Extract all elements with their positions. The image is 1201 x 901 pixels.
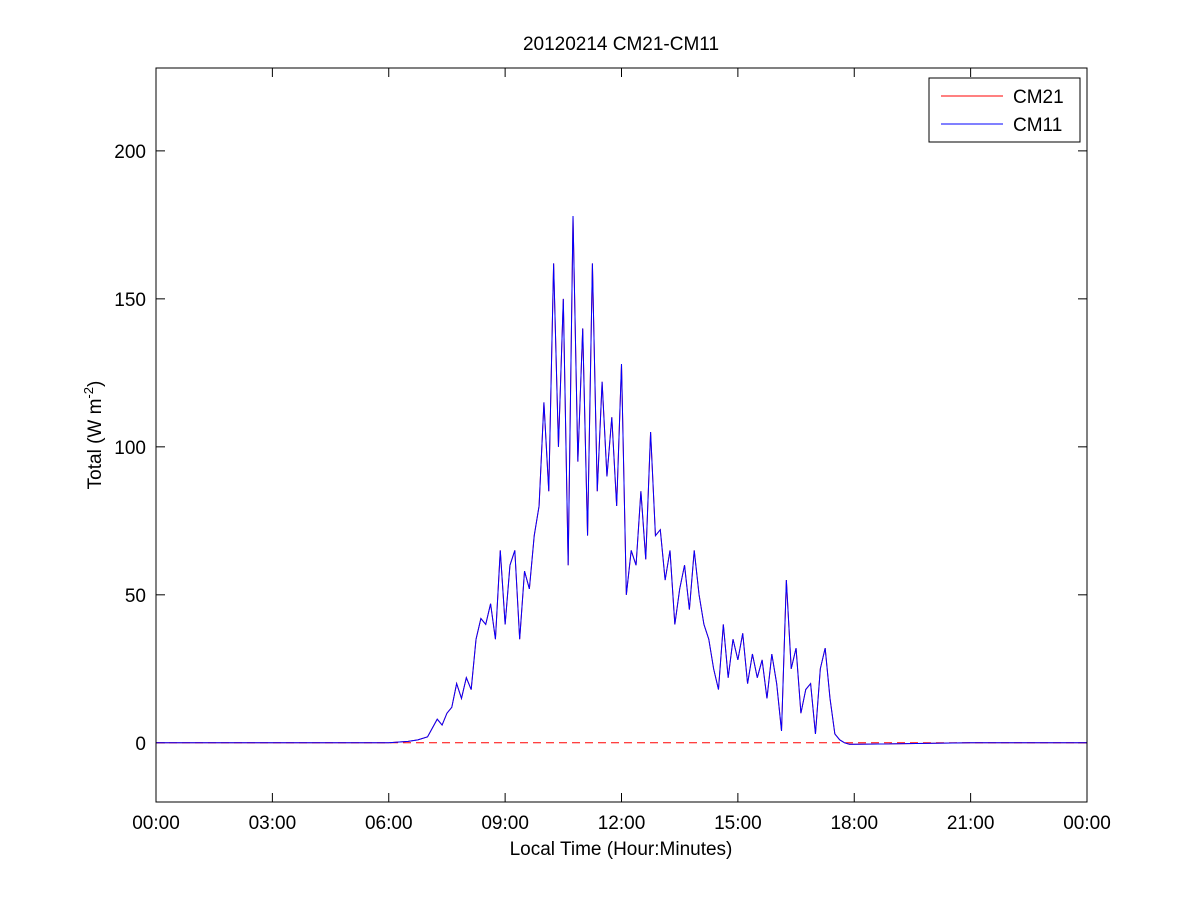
series-line [156,215,1087,745]
x-tick-label: 12:00 [598,813,646,834]
y-axis-label: Total (W m-2) [81,381,106,490]
x-tick-label: 18:00 [830,813,878,834]
x-tick-label: 21:00 [947,813,995,834]
y-tick-label: 50 [125,586,146,607]
x-tick-label: 09:00 [481,813,529,834]
x-axis-label: Local Time (Hour:Minutes) [510,839,733,860]
y-tick-label: 100 [114,438,146,459]
y-tick-label: 0 [135,734,146,755]
x-tick-label: 00:00 [132,813,180,834]
y-tick-label: 200 [114,142,146,163]
x-tick-label: 06:00 [365,813,413,834]
legend-label: CM11 [1013,115,1062,136]
y-label-end: ) [85,381,106,387]
chart-title: 20120214 CM21-CM11 [523,34,719,55]
y-label-sup: -2 [81,387,96,399]
y-label-main: Total (W m [85,399,106,490]
x-tick-label: 15:00 [714,813,762,834]
x-tick-label: 03:00 [249,813,297,834]
legend-box [928,77,1081,143]
plot-frame [155,67,1088,803]
y-tick-label: 150 [114,290,146,311]
x-tick-label: 00:00 [1063,813,1111,834]
legend-label: CM21 [1013,87,1064,108]
